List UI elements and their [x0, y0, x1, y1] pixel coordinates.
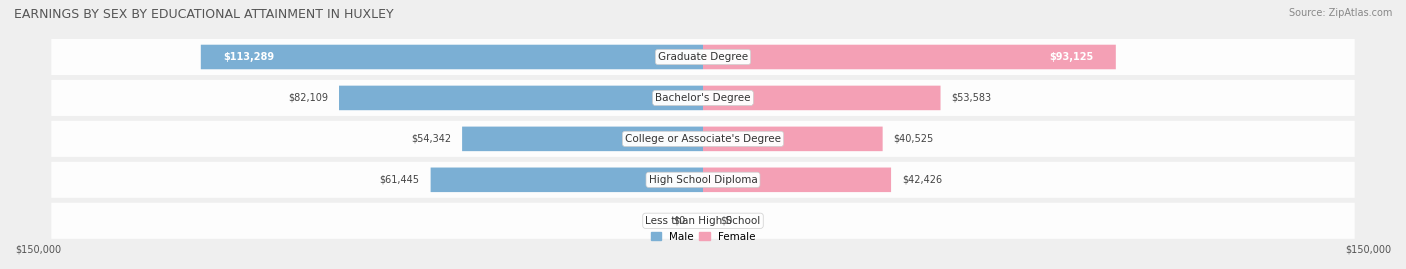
Text: $93,125: $93,125	[1049, 52, 1094, 62]
Text: $82,109: $82,109	[288, 93, 328, 103]
Text: Graduate Degree: Graduate Degree	[658, 52, 748, 62]
Text: High School Diploma: High School Diploma	[648, 175, 758, 185]
Text: $0: $0	[721, 216, 733, 226]
Text: $0: $0	[673, 216, 685, 226]
FancyBboxPatch shape	[52, 162, 1354, 198]
Text: Bachelor's Degree: Bachelor's Degree	[655, 93, 751, 103]
FancyBboxPatch shape	[52, 39, 1354, 75]
Text: Less than High School: Less than High School	[645, 216, 761, 226]
FancyBboxPatch shape	[201, 45, 703, 69]
FancyBboxPatch shape	[703, 168, 891, 192]
Legend: Male, Female: Male, Female	[647, 228, 759, 246]
Text: Source: ZipAtlas.com: Source: ZipAtlas.com	[1288, 8, 1392, 18]
FancyBboxPatch shape	[52, 80, 1354, 116]
FancyBboxPatch shape	[339, 86, 703, 110]
FancyBboxPatch shape	[463, 127, 703, 151]
FancyBboxPatch shape	[703, 45, 1116, 69]
Text: College or Associate's Degree: College or Associate's Degree	[626, 134, 780, 144]
Text: $61,445: $61,445	[380, 175, 419, 185]
FancyBboxPatch shape	[703, 127, 883, 151]
Text: $42,426: $42,426	[903, 175, 942, 185]
FancyBboxPatch shape	[430, 168, 703, 192]
Text: $53,583: $53,583	[952, 93, 991, 103]
FancyBboxPatch shape	[703, 86, 941, 110]
Text: $40,525: $40,525	[894, 134, 934, 144]
Text: $54,342: $54,342	[411, 134, 451, 144]
Text: $113,289: $113,289	[224, 52, 274, 62]
Text: EARNINGS BY SEX BY EDUCATIONAL ATTAINMENT IN HUXLEY: EARNINGS BY SEX BY EDUCATIONAL ATTAINMEN…	[14, 8, 394, 21]
FancyBboxPatch shape	[52, 203, 1354, 239]
FancyBboxPatch shape	[52, 121, 1354, 157]
